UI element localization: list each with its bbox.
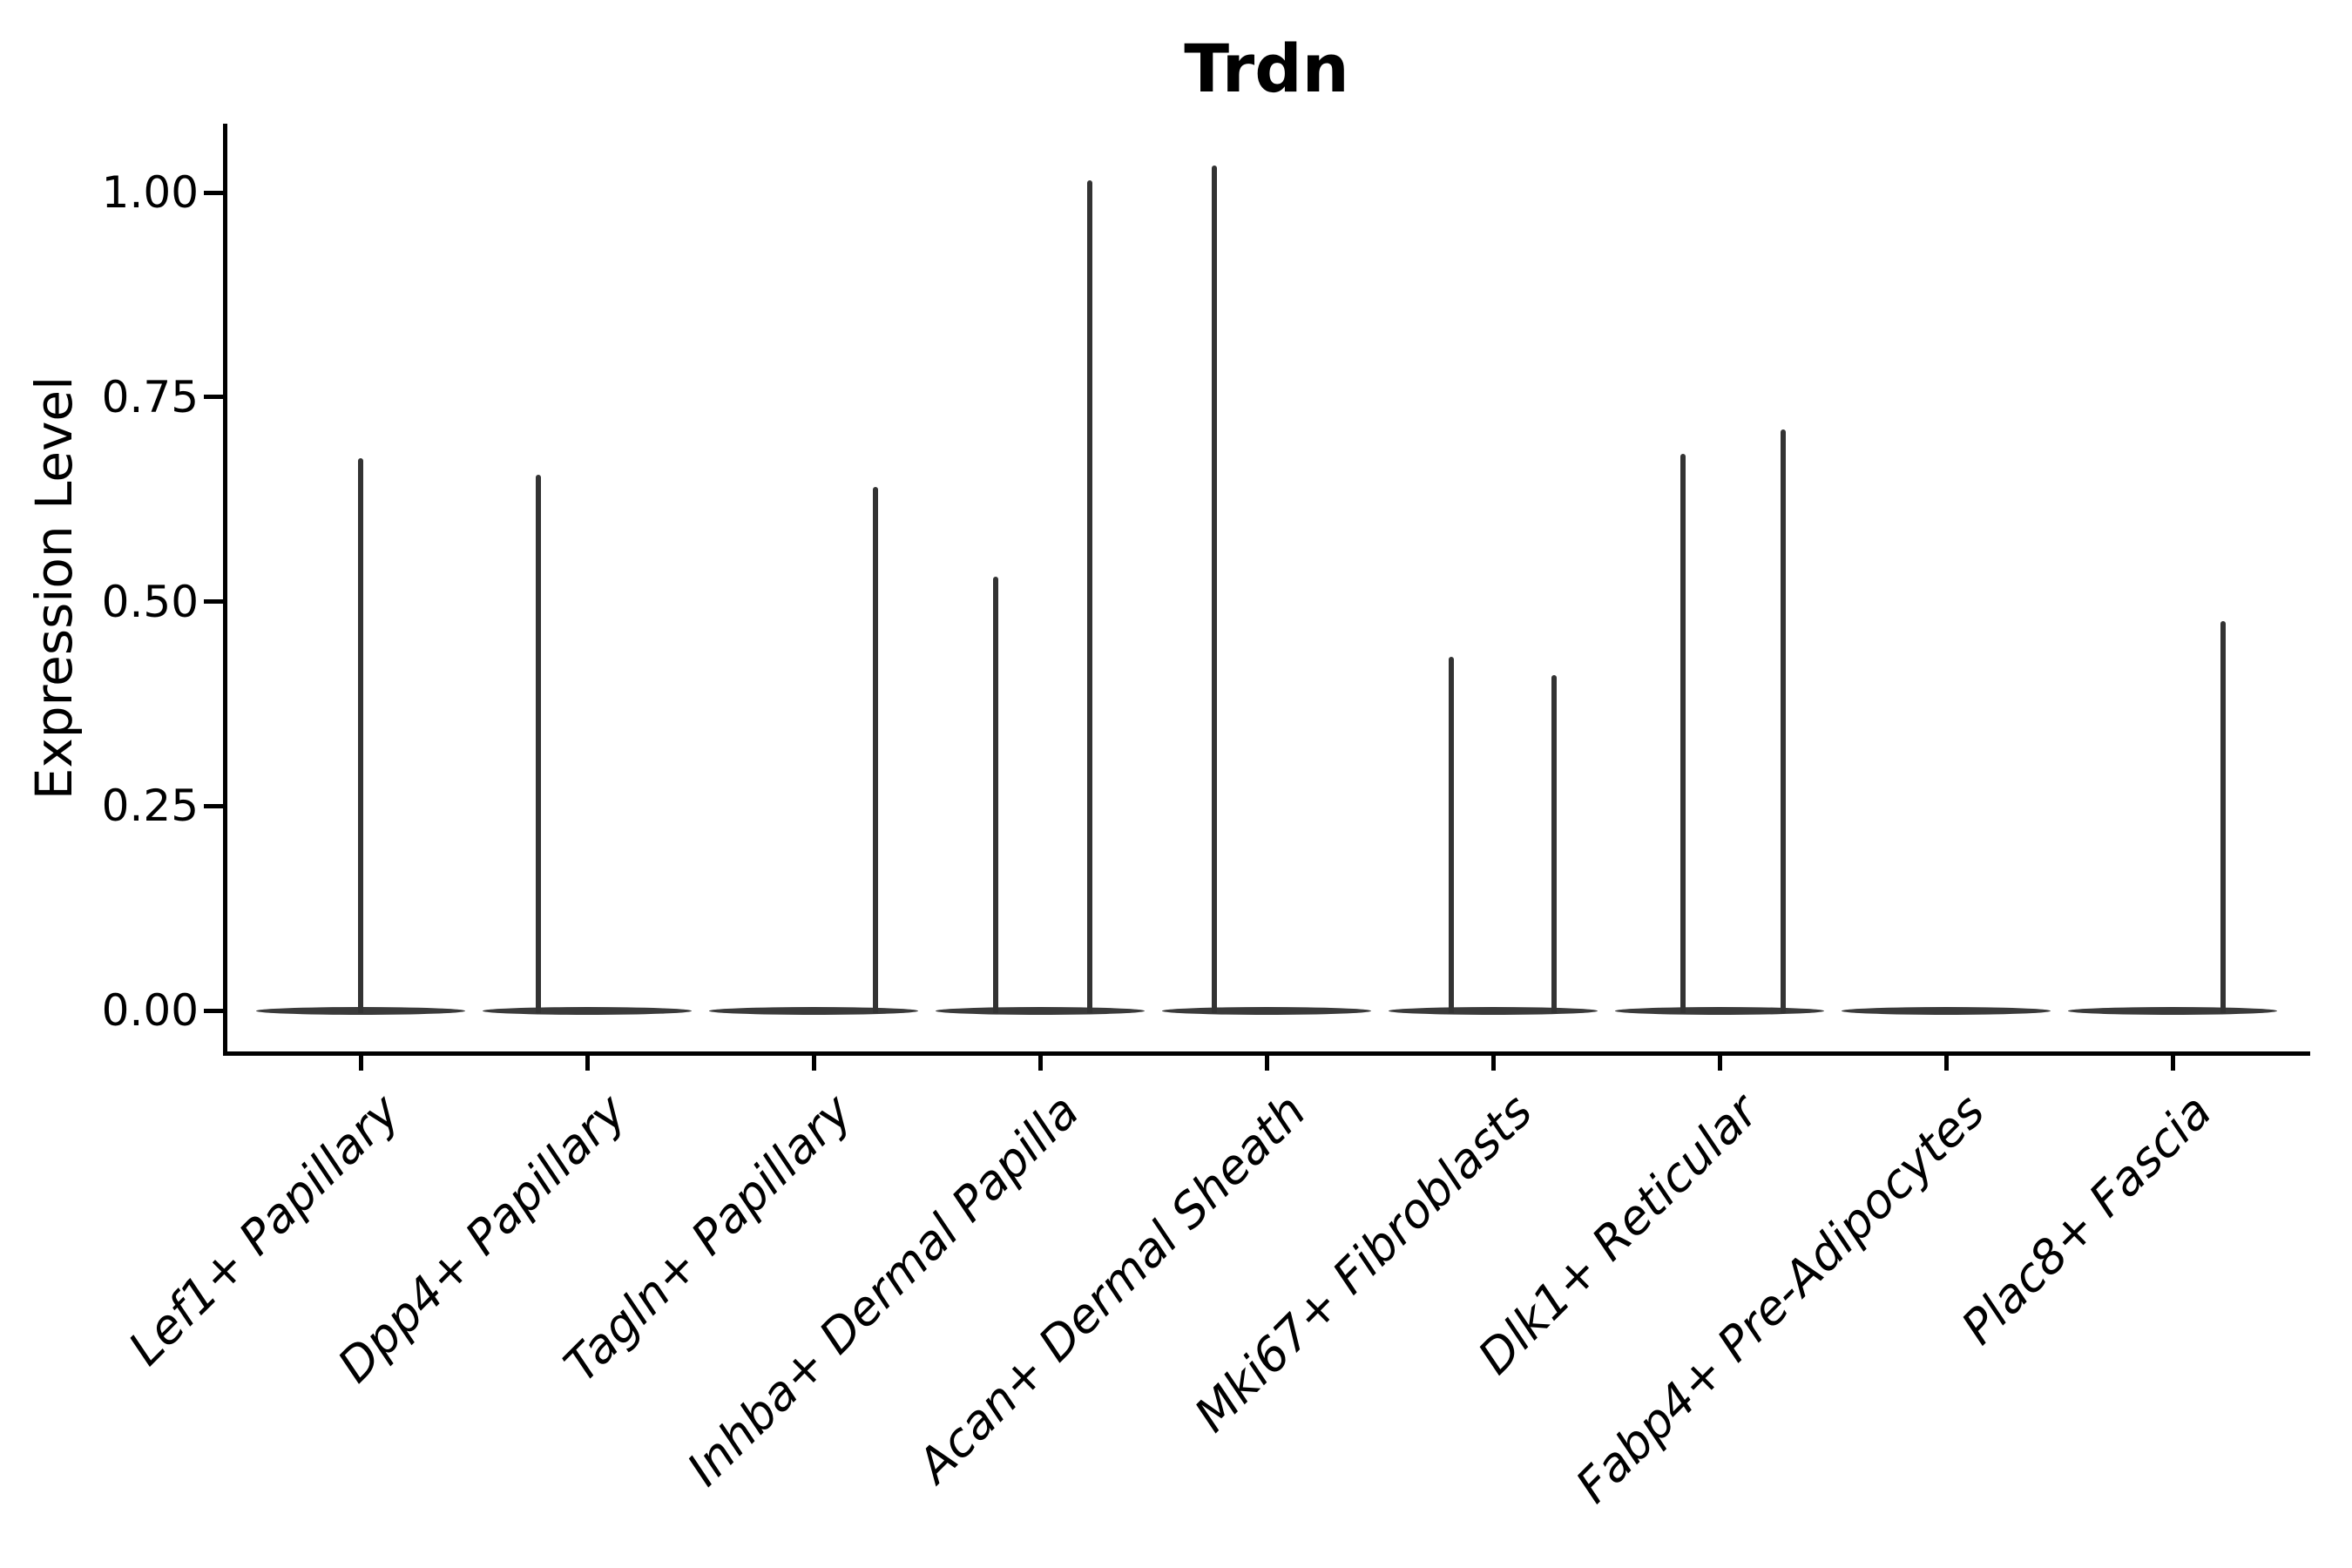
violin-base [1615,1006,1824,1015]
violin-spike [1212,166,1217,1013]
y-tick-mark [204,599,223,604]
violin-base [2068,1006,2277,1015]
violin-spike [358,458,363,1013]
violin-spike [873,487,878,1013]
violin-base [1842,1006,2051,1015]
y-tick-mark [204,395,223,400]
violin-spike [1449,657,1454,1013]
violin-base [1389,1006,1598,1015]
y-tick-label: 0.00 [101,985,199,1036]
y-tick-label: 0.25 [101,781,199,832]
y-tick-mark [204,803,223,808]
x-tick-mark [2170,1056,2175,1071]
violin-spike [1781,429,1786,1013]
x-tick-mark [1037,1056,1043,1071]
x-tick-label: Acan+ Dermal Sheath [906,1084,1316,1493]
x-tick-label: Inhba+ Dermal Papilla [676,1084,1090,1497]
x-axis-line [223,1051,2310,1056]
violin-base [709,1006,918,1015]
y-axis-line [223,124,227,1056]
x-tick-mark [811,1056,816,1071]
violin-base [1162,1006,1371,1015]
chart-title: Trdn [1184,30,1349,107]
x-tick-mark [1943,1056,1949,1071]
y-tick-label: 0.50 [101,576,199,627]
x-tick-mark [1490,1056,1496,1071]
y-tick-mark [204,190,223,195]
violin-spike [536,474,541,1013]
y-tick-label: 1.00 [101,167,199,218]
y-tick-label: 0.75 [101,371,199,422]
x-tick-mark [585,1056,590,1071]
violin-spike [2220,621,2226,1013]
violin-spike [993,577,998,1013]
violin-spike [1551,675,1557,1013]
x-tick-mark [1264,1056,1269,1071]
y-tick-mark [204,1008,223,1013]
violin-base [483,1006,692,1015]
violin-spike [1087,179,1092,1013]
x-tick-mark [358,1056,363,1071]
x-tick-mark [1717,1056,1722,1071]
violin-spike [1680,454,1686,1013]
violin-base [936,1006,1145,1015]
x-tick-label: Fabp4+ Pre-Adipocytes [1565,1084,1996,1514]
